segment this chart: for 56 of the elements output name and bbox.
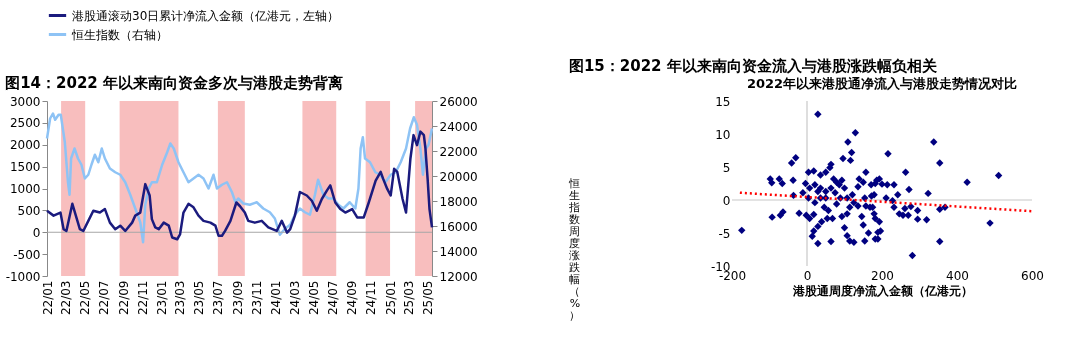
x-tick-label: 24/05	[306, 280, 321, 316]
chart-title: 图15：2022 年以来南向资金流入与港股涨跌幅负相关	[568, 57, 937, 75]
x-tick-label: 23/01	[154, 280, 169, 316]
y2-tick-label: 12000	[439, 269, 478, 284]
x-tick-label: 24/09	[345, 280, 360, 316]
line-series	[45, 112, 434, 244]
chart-title: 图14：2022 年以来南向资金多次与港股走势背离	[5, 74, 343, 92]
y-tick-label: 1000	[9, 182, 41, 196]
x-tick-label: 25/01	[383, 280, 398, 316]
y-tick-label: 1500	[9, 160, 41, 175]
x-tick-label: 23/09	[230, 280, 245, 316]
x-tick-label: 25/03	[402, 280, 417, 316]
y-tick-label: 5	[722, 160, 731, 175]
x-tick-label: 22/07	[97, 280, 112, 316]
y-tick-label: 500	[17, 203, 41, 218]
x-tick-label: 0	[803, 268, 812, 283]
y2-tick-label: 16000	[439, 219, 478, 234]
x-tick-label: 23/11	[249, 280, 264, 316]
y-tick-label: -1000	[5, 269, 41, 284]
x-tick-label: 24/11	[364, 280, 379, 316]
y-tick-label: -500	[13, 247, 41, 262]
y-tick-label: 15	[715, 94, 731, 109]
y2-tick-label: 24000	[439, 119, 478, 134]
line-series	[45, 130, 434, 241]
x-tick-label: 600	[1021, 268, 1044, 283]
y2-tick-label: 26000	[439, 94, 478, 109]
x-tick-label: 22/01	[40, 280, 55, 316]
x-tick-label: 200	[871, 268, 894, 283]
legend-label: 恒生指数（右轴）	[71, 27, 168, 42]
chart-subtitle: 2022年以来港股通净流入与港股走势情况对比	[746, 76, 1018, 91]
y2-tick-label: 18000	[439, 194, 478, 209]
text: 恒生指数周度涨跌幅（%）	[569, 177, 581, 322]
x-axis-title: 港股通周度净流入金额（亿港元）	[791, 283, 973, 298]
x-tick-label: 400	[946, 268, 969, 283]
y-tick-label: 0	[32, 225, 41, 240]
y2-tick-label: 14000	[439, 244, 478, 259]
y2-tick-label: 22000	[439, 144, 478, 159]
x-tick-label: 24/01	[269, 280, 283, 316]
y-tick-label: -5	[718, 226, 731, 241]
y-tick-label: 3000	[9, 94, 41, 109]
y-tick-label: 2000	[9, 138, 41, 153]
x-tick-label: 23/05	[192, 280, 207, 316]
x-tick-label: 23/07	[211, 280, 226, 316]
legend-label: 港股通滚动30日累计净流入金额（亿港元，左轴）	[72, 8, 340, 23]
x-tick-label: 23/03	[173, 280, 188, 316]
x-tick-label: 24/03	[287, 280, 302, 316]
x-tick-label: 25/05	[421, 280, 436, 316]
y-tick-label: 10	[715, 127, 731, 142]
y2-tick-label: 20000	[439, 169, 478, 184]
x-tick-label: 22/11	[135, 280, 150, 316]
x-tick-label: 22/09	[116, 280, 131, 316]
x-tick-label: 22/05	[78, 280, 93, 316]
y-tick-label: 2500	[9, 116, 41, 131]
x-tick-label: 22/03	[58, 280, 73, 316]
y-tick-label: 0	[722, 193, 731, 208]
x-tick-label: 24/07	[325, 280, 340, 316]
